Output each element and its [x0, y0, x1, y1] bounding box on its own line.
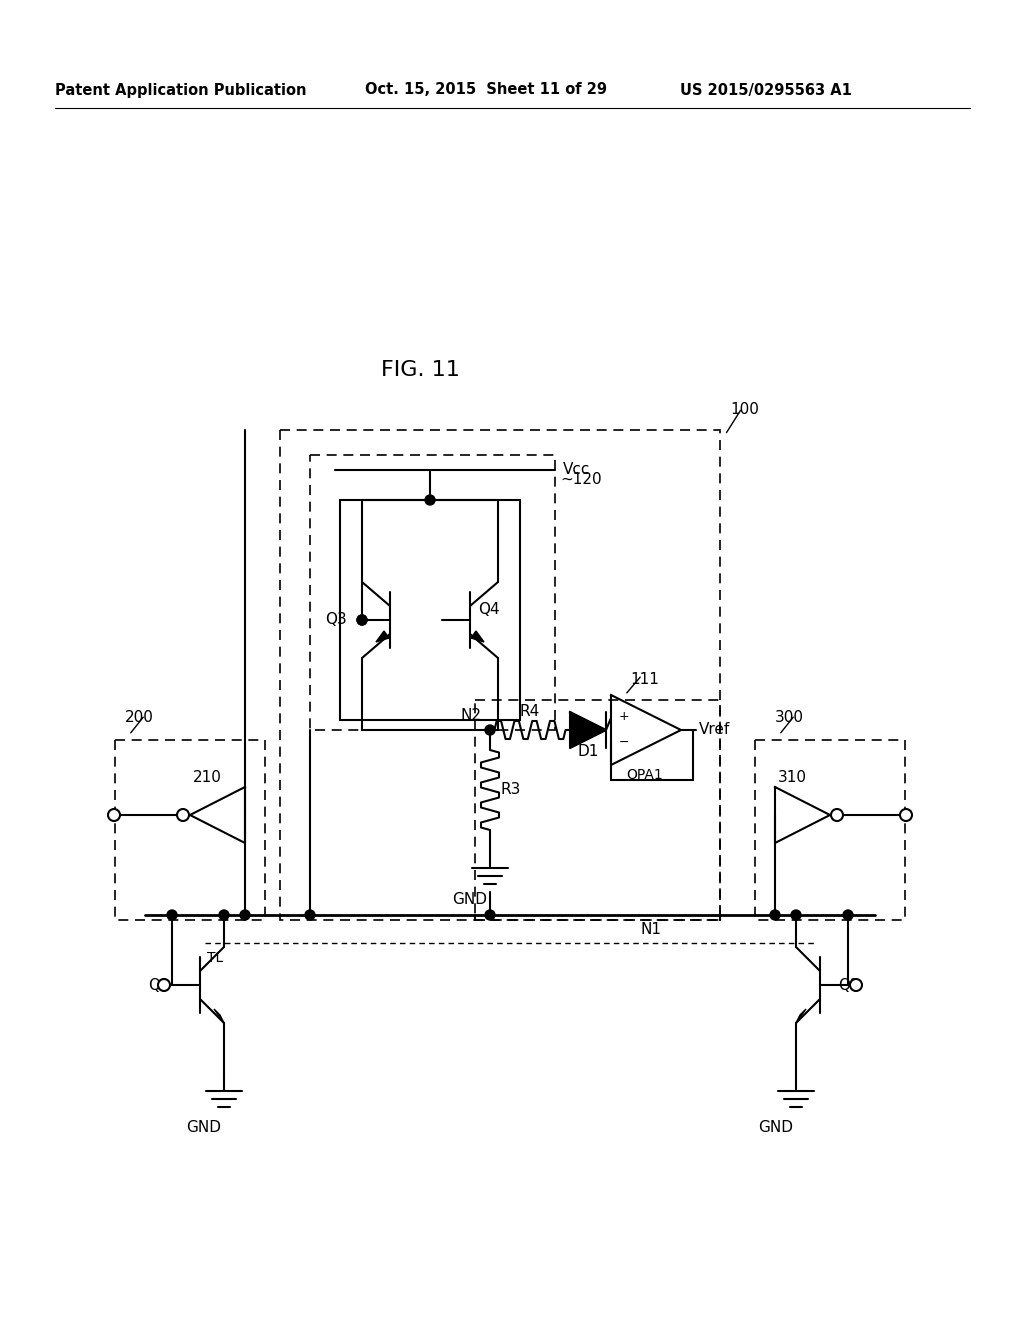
Circle shape	[177, 809, 189, 821]
Text: 310: 310	[778, 770, 807, 784]
Text: Q4: Q4	[478, 602, 500, 618]
Text: −: −	[618, 735, 630, 748]
Bar	[340, 500, 520, 719]
Text: GND: GND	[453, 892, 487, 908]
Text: Q2: Q2	[838, 978, 859, 993]
Circle shape	[843, 909, 853, 920]
Text: GND: GND	[759, 1121, 794, 1135]
Bar	[755, 741, 905, 920]
Circle shape	[167, 909, 177, 920]
Text: Oct. 15, 2015  Sheet 11 of 29: Oct. 15, 2015 Sheet 11 of 29	[365, 82, 607, 98]
Text: US 2015/0295563 A1: US 2015/0295563 A1	[680, 82, 852, 98]
Bar	[310, 455, 555, 730]
Circle shape	[305, 909, 315, 920]
Text: Q3: Q3	[325, 612, 347, 627]
Circle shape	[240, 909, 250, 920]
Text: Vref: Vref	[699, 722, 730, 738]
Circle shape	[900, 809, 912, 821]
Circle shape	[485, 909, 495, 920]
Text: 111: 111	[630, 672, 658, 688]
Circle shape	[850, 979, 862, 991]
Circle shape	[425, 495, 435, 506]
Text: 210: 210	[193, 770, 222, 784]
Polygon shape	[796, 1008, 806, 1023]
Text: N1: N1	[640, 923, 662, 937]
Text: 300: 300	[775, 710, 804, 726]
Circle shape	[158, 979, 170, 991]
Circle shape	[357, 615, 367, 624]
Text: FIG. 11: FIG. 11	[381, 360, 460, 380]
Text: Q1: Q1	[148, 978, 170, 993]
Text: N2: N2	[461, 708, 482, 722]
Bar	[115, 741, 265, 920]
Text: R3: R3	[500, 783, 520, 797]
Text: OPA1: OPA1	[626, 768, 663, 781]
Polygon shape	[214, 1008, 224, 1023]
Text: 100: 100	[730, 403, 759, 417]
Polygon shape	[376, 631, 389, 642]
Polygon shape	[570, 711, 606, 748]
Bar	[280, 430, 720, 920]
Text: Vcc: Vcc	[563, 462, 591, 478]
Circle shape	[357, 615, 367, 624]
Text: TL: TL	[207, 950, 223, 965]
Text: D1: D1	[578, 744, 599, 759]
Text: ~120: ~120	[560, 473, 602, 487]
Text: Patent Application Publication: Patent Application Publication	[55, 82, 306, 98]
Circle shape	[791, 909, 801, 920]
Text: R4: R4	[520, 705, 540, 719]
Text: +: +	[618, 710, 630, 722]
Circle shape	[219, 909, 229, 920]
Circle shape	[770, 909, 780, 920]
Text: GND: GND	[186, 1121, 221, 1135]
Polygon shape	[471, 631, 484, 642]
Circle shape	[831, 809, 843, 821]
Text: 200: 200	[125, 710, 154, 726]
Circle shape	[485, 725, 495, 735]
Circle shape	[108, 809, 120, 821]
Bar	[475, 700, 720, 920]
